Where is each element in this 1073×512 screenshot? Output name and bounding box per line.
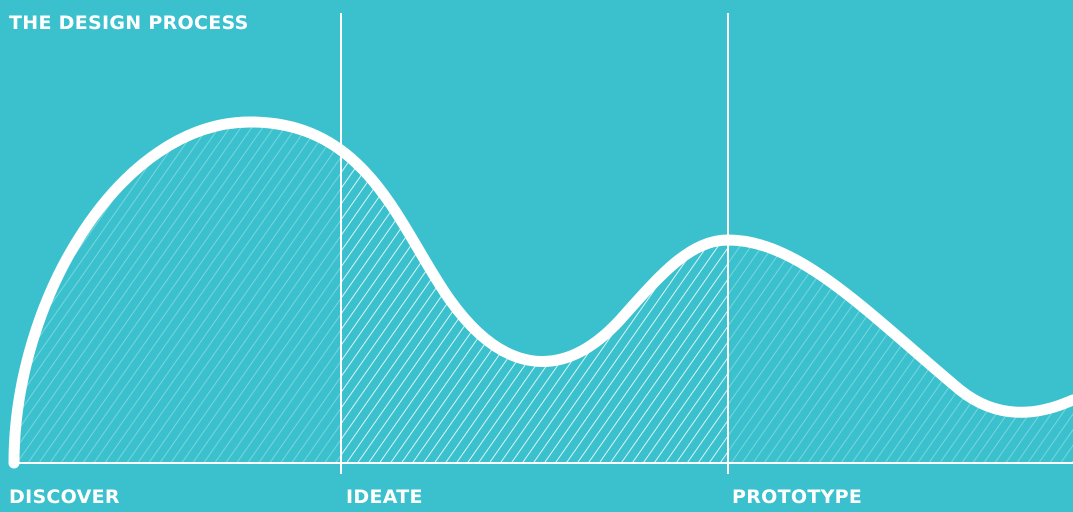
phase-label-ideate: IDEATE: [346, 486, 423, 508]
discover-hatch-area: [14, 122, 341, 463]
diagram-title: THE DESIGN PROCESS: [9, 12, 249, 34]
phase-label-prototype: PROTOTYPE: [732, 486, 863, 508]
ideate-hatch-area: [341, 150, 728, 463]
process-curve: [8, 116, 1073, 469]
phase-label-discover: DISCOVER: [9, 486, 120, 508]
